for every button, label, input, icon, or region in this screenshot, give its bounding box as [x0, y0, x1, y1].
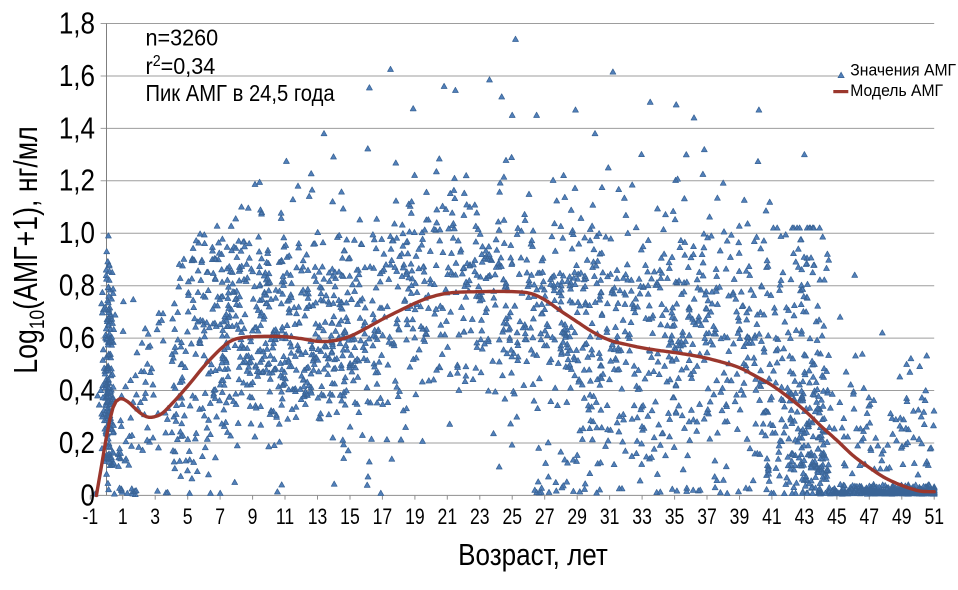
svg-text:0,6: 0,6 [59, 321, 95, 356]
svg-text:41: 41 [762, 505, 782, 529]
svg-text:37: 37 [697, 505, 717, 529]
svg-text:51: 51 [924, 505, 944, 529]
svg-text:Значения АМГ: Значения АМГ [850, 62, 956, 79]
svg-text:1,2: 1,2 [59, 164, 95, 199]
svg-text:29: 29 [567, 505, 587, 529]
svg-text:1,6: 1,6 [59, 59, 95, 94]
svg-text:47: 47 [860, 505, 880, 529]
svg-text:5: 5 [183, 505, 193, 529]
svg-text:0,2: 0,2 [59, 426, 95, 461]
svg-text:45: 45 [827, 505, 847, 529]
svg-text:0,4: 0,4 [59, 373, 95, 408]
svg-text:31: 31 [600, 505, 620, 529]
svg-text:-1: -1 [82, 505, 98, 529]
svg-text:3: 3 [150, 505, 160, 529]
svg-text:49: 49 [892, 505, 912, 529]
svg-text:23: 23 [470, 505, 490, 529]
svg-text:Модель АМГ: Модель АМГ [850, 83, 943, 100]
svg-text:13: 13 [308, 505, 328, 529]
svg-text:27: 27 [535, 505, 555, 529]
svg-text:21: 21 [438, 505, 458, 529]
svg-text:39: 39 [730, 505, 750, 529]
svg-text:Пик АМГ в 24,5 года: Пик АМГ в 24,5 года [146, 79, 336, 106]
svg-text:n=3260: n=3260 [146, 24, 219, 50]
svg-text:33: 33 [632, 505, 652, 529]
svg-text:35: 35 [665, 505, 685, 529]
svg-text:25: 25 [502, 505, 522, 529]
svg-text:Возраст, лет: Возраст, лет [458, 538, 608, 573]
svg-text:15: 15 [340, 505, 360, 529]
svg-text:Log10(АМГ+1), нг/мл: Log10(АМГ+1), нг/мл [8, 126, 49, 373]
svg-text:1,8: 1,8 [59, 6, 95, 41]
svg-text:43: 43 [795, 505, 815, 529]
svg-text:19: 19 [405, 505, 425, 529]
svg-text:7: 7 [215, 505, 225, 529]
svg-text:9: 9 [248, 505, 258, 529]
svg-text:0: 0 [81, 478, 95, 513]
svg-text:1,0: 1,0 [59, 216, 95, 251]
svg-text:17: 17 [373, 505, 393, 529]
svg-text:1,4: 1,4 [59, 111, 95, 146]
svg-text:0,8: 0,8 [59, 269, 95, 304]
svg-text:11: 11 [276, 505, 294, 529]
svg-text:1: 1 [118, 505, 128, 529]
